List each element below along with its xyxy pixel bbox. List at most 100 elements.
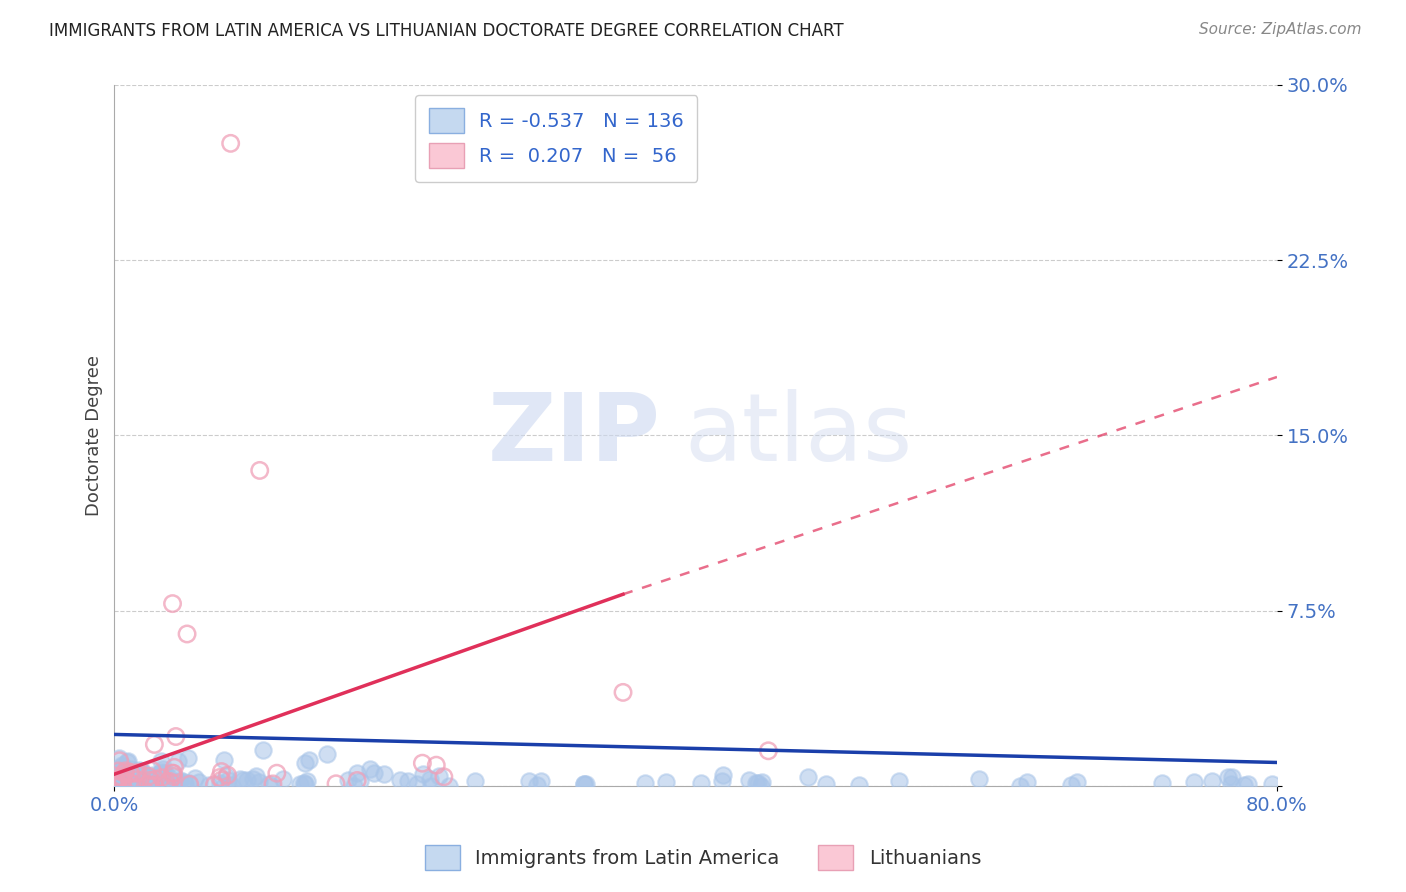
- Point: [173, 774, 195, 789]
- Point: [249, 463, 271, 477]
- Point: [128, 763, 150, 777]
- Point: [245, 769, 267, 783]
- Point: [157, 769, 180, 783]
- Point: [298, 752, 321, 766]
- Point: [104, 772, 127, 787]
- Point: [294, 777, 316, 791]
- Point: [105, 778, 128, 792]
- Point: [107, 774, 129, 789]
- Point: [967, 772, 990, 786]
- Point: [690, 776, 713, 790]
- Point: [1201, 774, 1223, 789]
- Point: [711, 767, 734, 781]
- Point: [145, 772, 167, 787]
- Point: [217, 768, 239, 782]
- Text: ZIP: ZIP: [488, 390, 661, 482]
- Point: [815, 777, 838, 791]
- Point: [114, 770, 136, 784]
- Point: [405, 777, 427, 791]
- Point: [1261, 777, 1284, 791]
- Point: [208, 776, 231, 790]
- Point: [273, 772, 295, 787]
- Point: [1060, 778, 1083, 792]
- Point: [114, 778, 136, 792]
- Point: [848, 778, 870, 792]
- Point: [110, 775, 132, 789]
- Point: [1066, 775, 1088, 789]
- Point: [108, 773, 131, 788]
- Point: [120, 766, 142, 780]
- Point: [134, 769, 156, 783]
- Point: [517, 773, 540, 788]
- Point: [747, 776, 769, 790]
- Point: [439, 779, 461, 793]
- Point: [128, 775, 150, 789]
- Point: [117, 755, 139, 769]
- Point: [162, 769, 184, 783]
- Point: [294, 776, 316, 790]
- Point: [575, 777, 598, 791]
- Text: atlas: atlas: [685, 390, 912, 482]
- Point: [232, 772, 254, 787]
- Text: IMMIGRANTS FROM LATIN AMERICA VS LITHUANIAN DOCTORATE DEGREE CORRELATION CHART: IMMIGRANTS FROM LATIN AMERICA VS LITHUAN…: [49, 22, 844, 40]
- Point: [215, 769, 238, 783]
- Point: [388, 773, 411, 788]
- Point: [176, 627, 198, 641]
- Point: [1152, 775, 1174, 789]
- Point: [107, 764, 129, 778]
- Point: [127, 765, 149, 780]
- Point: [143, 779, 166, 793]
- Point: [343, 779, 366, 793]
- Point: [1233, 778, 1256, 792]
- Point: [105, 778, 128, 792]
- Point: [217, 773, 239, 788]
- Point: [211, 764, 233, 779]
- Point: [425, 758, 447, 772]
- Point: [105, 777, 128, 791]
- Point: [574, 777, 596, 791]
- Point: [120, 766, 142, 780]
- Point: [120, 763, 142, 777]
- Point: [796, 770, 818, 784]
- Point: [117, 754, 139, 768]
- Point: [139, 773, 162, 788]
- Point: [155, 766, 177, 780]
- Point: [111, 776, 134, 790]
- Point: [887, 774, 910, 789]
- Point: [136, 776, 159, 790]
- Point: [167, 775, 190, 789]
- Point: [104, 768, 127, 782]
- Point: [655, 775, 678, 789]
- Point: [111, 758, 134, 772]
- Point: [118, 775, 141, 789]
- Point: [163, 760, 186, 774]
- Point: [208, 771, 231, 785]
- Point: [148, 766, 170, 780]
- Point: [526, 777, 548, 791]
- Point: [108, 754, 131, 768]
- Point: [738, 773, 761, 788]
- Point: [315, 747, 337, 762]
- Point: [262, 779, 284, 793]
- Point: [114, 766, 136, 780]
- Point: [166, 776, 188, 790]
- Point: [349, 773, 371, 788]
- Point: [346, 766, 368, 780]
- Point: [121, 778, 143, 792]
- Point: [229, 772, 252, 786]
- Point: [166, 754, 188, 768]
- Point: [252, 742, 274, 756]
- Point: [179, 777, 201, 791]
- Point: [131, 764, 153, 778]
- Point: [135, 770, 157, 784]
- Point: [162, 775, 184, 789]
- Point: [125, 777, 148, 791]
- Point: [266, 766, 288, 780]
- Point: [104, 778, 127, 792]
- Point: [336, 773, 359, 788]
- Point: [745, 776, 768, 790]
- Point: [411, 756, 433, 771]
- Point: [236, 772, 259, 787]
- Point: [142, 767, 165, 781]
- Point: [136, 777, 159, 791]
